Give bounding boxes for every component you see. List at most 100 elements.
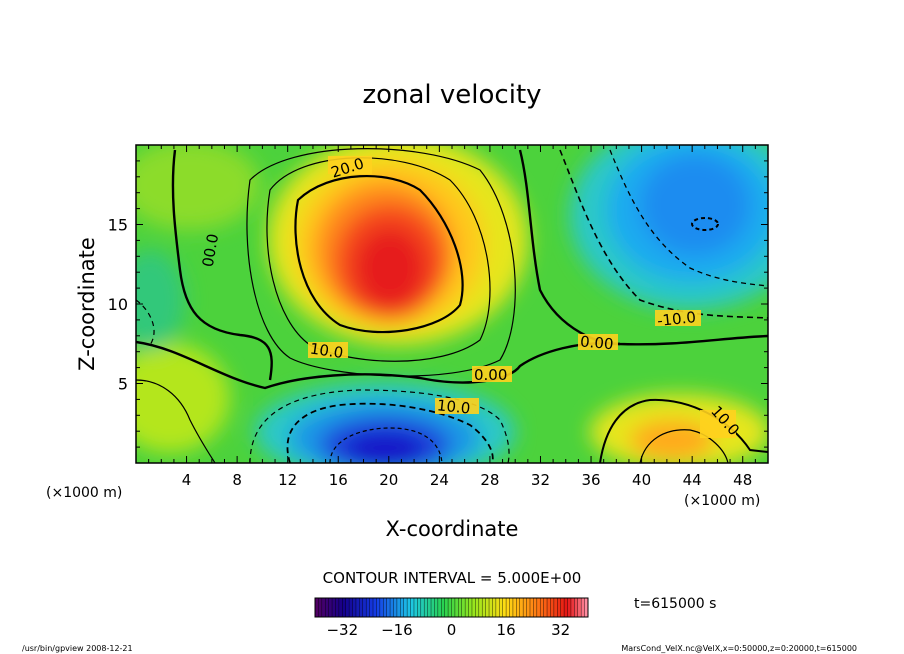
colorbar-cell <box>526 598 531 617</box>
colorbar-cell <box>321 598 326 617</box>
colorbar-cell <box>553 598 558 617</box>
x-tick-label: 48 <box>733 471 752 489</box>
colorbar-cell <box>417 598 422 617</box>
y-axis-label: Z-coordinate <box>75 237 99 371</box>
colorbar-ticks: −32 −16 0 16 32 <box>326 621 570 639</box>
colorbar-cell <box>451 598 456 617</box>
colorbar-cell <box>325 598 330 617</box>
chart-title: zonal velocity <box>362 80 541 110</box>
x-axis-label: X-coordinate <box>386 517 519 541</box>
x-tick-label: 12 <box>278 471 297 489</box>
contour-label: 0.00 <box>579 332 614 353</box>
colorbar-tick-label: 32 <box>551 621 570 639</box>
colorbar-cell <box>403 598 408 617</box>
colorbar-cell <box>540 598 545 617</box>
x-tick-label: 20 <box>379 471 398 489</box>
colorbar-cell <box>550 598 555 617</box>
x-unit-left: (×1000 m) <box>46 485 122 501</box>
colorbar-cell <box>489 598 493 617</box>
colorbar-cell <box>547 598 551 617</box>
colorbar-cell <box>441 598 446 617</box>
colorbar-cell <box>509 598 514 617</box>
colorbar-cell <box>400 598 405 617</box>
colorbar-cell <box>424 598 429 617</box>
colorbar-cell <box>478 598 483 617</box>
colorbar-cell <box>342 598 347 617</box>
contour-interval: CONTOUR INTERVAL = 5.000E+00 <box>323 569 582 587</box>
colorbar-cell <box>454 598 459 617</box>
colorbar-cell <box>543 598 548 617</box>
colorbar-cell <box>506 598 511 617</box>
x-tick-label: 36 <box>581 471 600 489</box>
colorbar-cell <box>427 598 432 617</box>
contour-label: 10.0 <box>436 396 471 417</box>
colorbar-cell <box>349 598 354 617</box>
colorbar-cell <box>584 598 589 617</box>
colorbar-cell <box>448 598 452 617</box>
colorbar-cell <box>557 598 562 617</box>
colorbar-cell <box>359 598 364 617</box>
colorbar-cell <box>396 598 401 617</box>
colorbar-cell <box>574 598 579 617</box>
x-tick-label: 44 <box>683 471 702 489</box>
colorbar-cell <box>335 598 340 617</box>
colorbar-cell <box>468 598 473 617</box>
colorbar-cell <box>458 598 463 617</box>
colorbar-frame <box>314 597 589 618</box>
colorbar-cell <box>567 598 572 617</box>
colorbar-cell <box>465 598 470 617</box>
footer-right: MarsCond_VelX.nc@VelX,x=0:50000,z=0:2000… <box>621 644 857 653</box>
colorbar-cell <box>471 598 476 617</box>
colorbar-cell <box>434 598 439 617</box>
colorbar-cell <box>383 598 388 617</box>
colorbar-cell <box>431 598 435 617</box>
footer-left: /usr/bin/gpview 2008-12-21 <box>22 644 133 653</box>
contour-label: 10.0 <box>309 340 345 362</box>
colorbar-cell <box>393 598 398 617</box>
colorbar-cell <box>499 598 504 617</box>
contour-label-group: 20.0 00.0 10.0 0.00 0.00 -10.0 10.0 10.0 <box>199 154 743 439</box>
colorbar-cell <box>533 598 538 617</box>
y-tick-label: 10 <box>108 295 128 314</box>
colorbar-cell <box>512 598 517 617</box>
colorbar-cell <box>379 598 384 617</box>
contour-label: 0.00 <box>474 366 507 384</box>
colorbar-cell <box>502 598 507 617</box>
colorbar-tick-label: −32 <box>326 621 358 639</box>
colorbar-tick-label: −16 <box>381 621 413 639</box>
colorbar-cell <box>318 598 323 617</box>
colorbar-cell <box>437 598 442 617</box>
colorbar-cell <box>390 598 394 617</box>
colorbar-cell <box>328 598 333 617</box>
colorbar-cell <box>345 598 350 617</box>
y-axis: 5 10 15 <box>108 160 768 448</box>
colorbar-cell <box>369 598 374 617</box>
colorbar-cell <box>536 598 541 617</box>
colorbar-cell <box>485 598 490 617</box>
y-tick-label: 5 <box>118 375 128 394</box>
colorbar-cell <box>577 598 582 617</box>
x-tick-label: 40 <box>632 471 651 489</box>
x-unit-right: (×1000 m) <box>684 493 760 509</box>
colorbar-cell <box>560 598 565 617</box>
colorbar-cell <box>444 598 449 617</box>
colorbar-cell <box>529 598 534 617</box>
time-label: t=615000 s <box>634 596 716 612</box>
colorbar-cell <box>516 598 521 617</box>
colorbar-cell <box>362 598 367 617</box>
x-tick-label: 8 <box>232 471 242 489</box>
x-tick-label: 16 <box>329 471 348 489</box>
colorbar-cell <box>523 598 528 617</box>
x-tick-label: 32 <box>531 471 550 489</box>
colorbar-cell <box>376 598 381 617</box>
colorbar-cell <box>475 598 480 617</box>
colorbar-tick-label: 0 <box>447 621 457 639</box>
colorbar-cell <box>386 598 391 617</box>
colorbar-cell <box>407 598 412 617</box>
colorbar-cell <box>332 598 336 617</box>
heatmap-field <box>136 145 768 463</box>
colorbar-cell <box>492 598 497 617</box>
colorbar-cell <box>564 598 569 617</box>
colorbar-cell <box>352 598 357 617</box>
